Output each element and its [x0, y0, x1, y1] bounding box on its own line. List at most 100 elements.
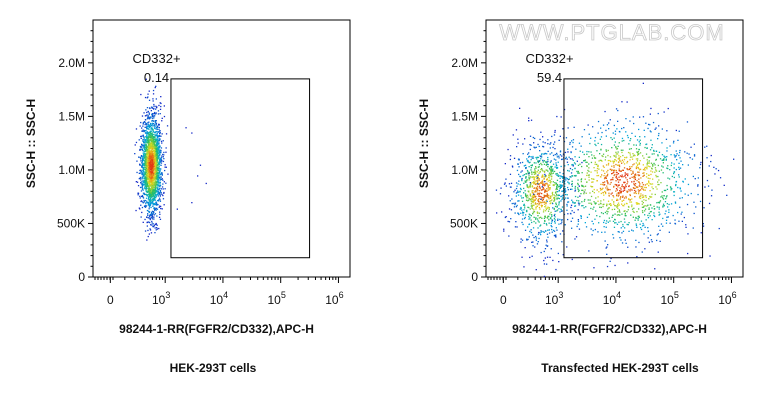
- event-point: [583, 200, 585, 202]
- event-point: [526, 238, 528, 240]
- x-tick-label: 103: [152, 290, 170, 307]
- event-point: [597, 132, 599, 134]
- event-point: [678, 220, 680, 222]
- event-point: [154, 173, 156, 175]
- event-point: [565, 158, 567, 160]
- event-point: [674, 202, 677, 204]
- event-point: [142, 221, 144, 223]
- event-point: [547, 139, 549, 141]
- event-point: [646, 167, 648, 169]
- event-point: [161, 155, 163, 157]
- event-point: [666, 203, 668, 205]
- event-point: [629, 154, 631, 156]
- event-point: [646, 143, 648, 145]
- event-point: [150, 131, 152, 133]
- event-point: [150, 110, 152, 112]
- event-point: [638, 153, 640, 155]
- event-point: [530, 183, 532, 185]
- event-point: [156, 177, 158, 180]
- event-point: [520, 206, 522, 209]
- event-point: [648, 198, 650, 200]
- event-point: [150, 174, 153, 176]
- event-point: [539, 171, 541, 173]
- event-point: [161, 120, 163, 122]
- event-point: [606, 213, 608, 215]
- event-point: [141, 201, 144, 203]
- y-axis-title: SSC-H :: SSC-H: [417, 99, 431, 188]
- event-point: [543, 231, 545, 233]
- event-point: [537, 156, 540, 159]
- event-point: [535, 146, 537, 148]
- event-point: [153, 174, 155, 177]
- event-point: [522, 143, 524, 145]
- event-point: [151, 132, 153, 134]
- event-point: [583, 153, 585, 156]
- event-point: [156, 140, 158, 142]
- event-point: [151, 186, 153, 188]
- event-point: [609, 119, 611, 121]
- event-point: [567, 197, 569, 199]
- event-point: [619, 196, 622, 199]
- event-point: [149, 171, 151, 173]
- event-point: [533, 171, 535, 173]
- event-point: [562, 230, 564, 232]
- event-point: [535, 183, 537, 186]
- event-point: [160, 173, 162, 175]
- event-point: [528, 236, 530, 238]
- event-point: [518, 159, 520, 161]
- event-point: [151, 220, 153, 223]
- event-point: [552, 168, 554, 170]
- event-point: [145, 193, 147, 196]
- event-point: [143, 136, 145, 139]
- event-point: [624, 239, 626, 241]
- cd332-gate: [170, 78, 311, 259]
- event-point: [155, 186, 157, 189]
- event-point: [665, 159, 667, 161]
- event-point: [594, 218, 596, 220]
- event-point: [562, 176, 564, 178]
- event-point: [635, 192, 638, 195]
- event-point: [152, 213, 154, 215]
- event-point: [587, 124, 589, 126]
- event-point: [148, 206, 150, 208]
- event-point: [525, 173, 527, 175]
- event-point: [140, 190, 143, 192]
- event-point: [144, 181, 146, 183]
- event-point: [641, 188, 643, 190]
- event-point: [146, 136, 148, 138]
- event-point: [612, 172, 614, 174]
- event-point: [651, 219, 653, 221]
- event-point: [176, 208, 178, 210]
- event-point: [146, 221, 148, 224]
- event-point: [144, 149, 146, 151]
- event-point: [160, 159, 163, 161]
- event-point: [154, 191, 156, 193]
- event-point: [540, 201, 543, 204]
- event-point: [542, 184, 544, 186]
- event-point: [657, 175, 659, 178]
- event-point: [161, 193, 163, 196]
- event-point: [540, 168, 542, 171]
- event-point: [155, 124, 158, 126]
- event-point: [148, 112, 150, 114]
- event-point: [699, 163, 702, 166]
- event-point: [566, 177, 568, 180]
- event-point: [148, 150, 150, 153]
- event-point: [163, 158, 165, 160]
- event-point: [544, 248, 547, 250]
- event-point: [150, 141, 153, 144]
- event-point: [142, 202, 144, 204]
- event-point: [581, 184, 583, 186]
- event-point: [551, 191, 554, 194]
- event-point: [156, 139, 158, 141]
- event-point: [554, 131, 556, 133]
- event-point: [647, 204, 649, 206]
- event-point: [600, 127, 602, 129]
- event-point: [589, 142, 591, 145]
- event-point: [634, 173, 637, 175]
- event-point: [161, 174, 163, 176]
- event-point: [627, 169, 629, 171]
- event-point: [615, 184, 618, 187]
- event-point: [630, 138, 632, 140]
- event-point: [631, 156, 633, 158]
